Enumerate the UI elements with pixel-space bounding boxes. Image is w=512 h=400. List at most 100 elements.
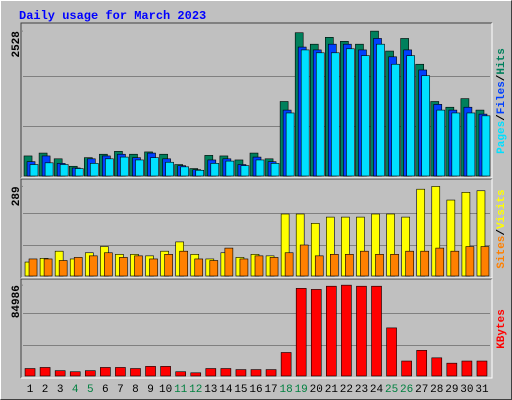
bar (265, 369, 277, 377)
panel-border (21, 279, 493, 379)
y-tick-label: 289 (11, 186, 23, 206)
bar (451, 112, 461, 177)
legend-separator: / (496, 114, 508, 121)
bar (420, 250, 430, 277)
bar (345, 254, 354, 277)
legend: Sites/Visits (496, 189, 508, 268)
bar (330, 254, 339, 277)
x-tick-label: 14 (219, 384, 233, 396)
x-tick-label: 7 (117, 384, 124, 396)
legend-entry: Files (496, 81, 508, 114)
bar (54, 370, 66, 377)
bar (89, 163, 99, 177)
x-tick-label: 31 (475, 384, 489, 396)
legend-separator: / (496, 74, 508, 81)
x-tick-label: 22 (340, 384, 353, 396)
bar (391, 63, 400, 177)
bar (280, 352, 292, 377)
bar (59, 164, 69, 177)
bar (401, 360, 412, 377)
panel (21, 279, 492, 378)
bar (284, 252, 294, 277)
panel-border (21, 23, 493, 179)
bar (356, 285, 367, 377)
bar (435, 247, 445, 277)
bar (209, 260, 219, 277)
bar (461, 360, 473, 377)
bar (270, 163, 280, 177)
bar (255, 159, 265, 177)
x-tick-label: 10 (159, 384, 172, 396)
x-tick-label: 20 (310, 384, 323, 396)
bar (205, 368, 217, 377)
bar (130, 368, 141, 377)
bar (165, 161, 174, 177)
bar (361, 55, 370, 177)
x-tick-label: 6 (102, 384, 109, 396)
x-tick-label: 25 (385, 384, 398, 396)
x-tick-label: 13 (204, 384, 217, 396)
bar (120, 156, 129, 177)
x-tick-label: 5 (87, 384, 94, 396)
bar (134, 255, 143, 277)
x-tick-label: 24 (370, 384, 384, 396)
bar (24, 368, 36, 377)
bar (406, 55, 415, 177)
x-tick-label: 11 (174, 384, 188, 396)
legend-entry: Sites (496, 236, 508, 269)
bar (145, 366, 156, 377)
x-tick-label: 28 (430, 384, 443, 396)
legend-entry: Visits (496, 189, 508, 229)
bar (421, 75, 431, 177)
x-tick-label: 18 (280, 384, 293, 396)
x-tick-label: 27 (415, 384, 428, 396)
x-tick-label: 15 (234, 384, 247, 396)
bar (386, 327, 397, 377)
x-tick-label: 29 (445, 384, 458, 396)
panel-border (20, 178, 492, 278)
bar (58, 260, 68, 277)
chart-title: Daily usage for March 2023 (19, 9, 206, 23)
bar (376, 43, 385, 177)
bar (115, 367, 126, 377)
bar (74, 168, 84, 177)
x-tick-label: 23 (355, 384, 368, 396)
bar (220, 368, 232, 377)
bar (239, 258, 249, 277)
bar (390, 254, 399, 277)
panel-border (21, 179, 493, 279)
bar (44, 162, 54, 177)
bar (346, 48, 355, 177)
bar (481, 115, 491, 177)
bar (466, 112, 476, 177)
x-tick-label: 12 (189, 384, 202, 396)
bar (235, 369, 247, 377)
bar (295, 288, 307, 377)
bar (436, 109, 446, 177)
legend-separator: / (496, 229, 508, 236)
bar (210, 163, 220, 177)
bar (465, 246, 475, 277)
bar (476, 360, 488, 377)
legend-entry: Pages (496, 121, 508, 154)
bar (225, 160, 235, 177)
x-tick-label: 1 (27, 384, 34, 396)
x-tick-label: 17 (264, 384, 277, 396)
bar (360, 250, 369, 277)
bar (28, 258, 38, 277)
bar (269, 257, 279, 277)
bar (160, 366, 171, 377)
bar (195, 169, 205, 177)
bar (100, 367, 111, 377)
bar (375, 254, 384, 277)
bar (150, 157, 159, 177)
bar (84, 370, 96, 377)
x-tick-label: 2 (42, 384, 49, 396)
bar (135, 159, 144, 177)
bar (175, 371, 186, 377)
bar (341, 284, 352, 377)
bar (416, 350, 428, 377)
x-tick-label: 9 (147, 384, 154, 396)
